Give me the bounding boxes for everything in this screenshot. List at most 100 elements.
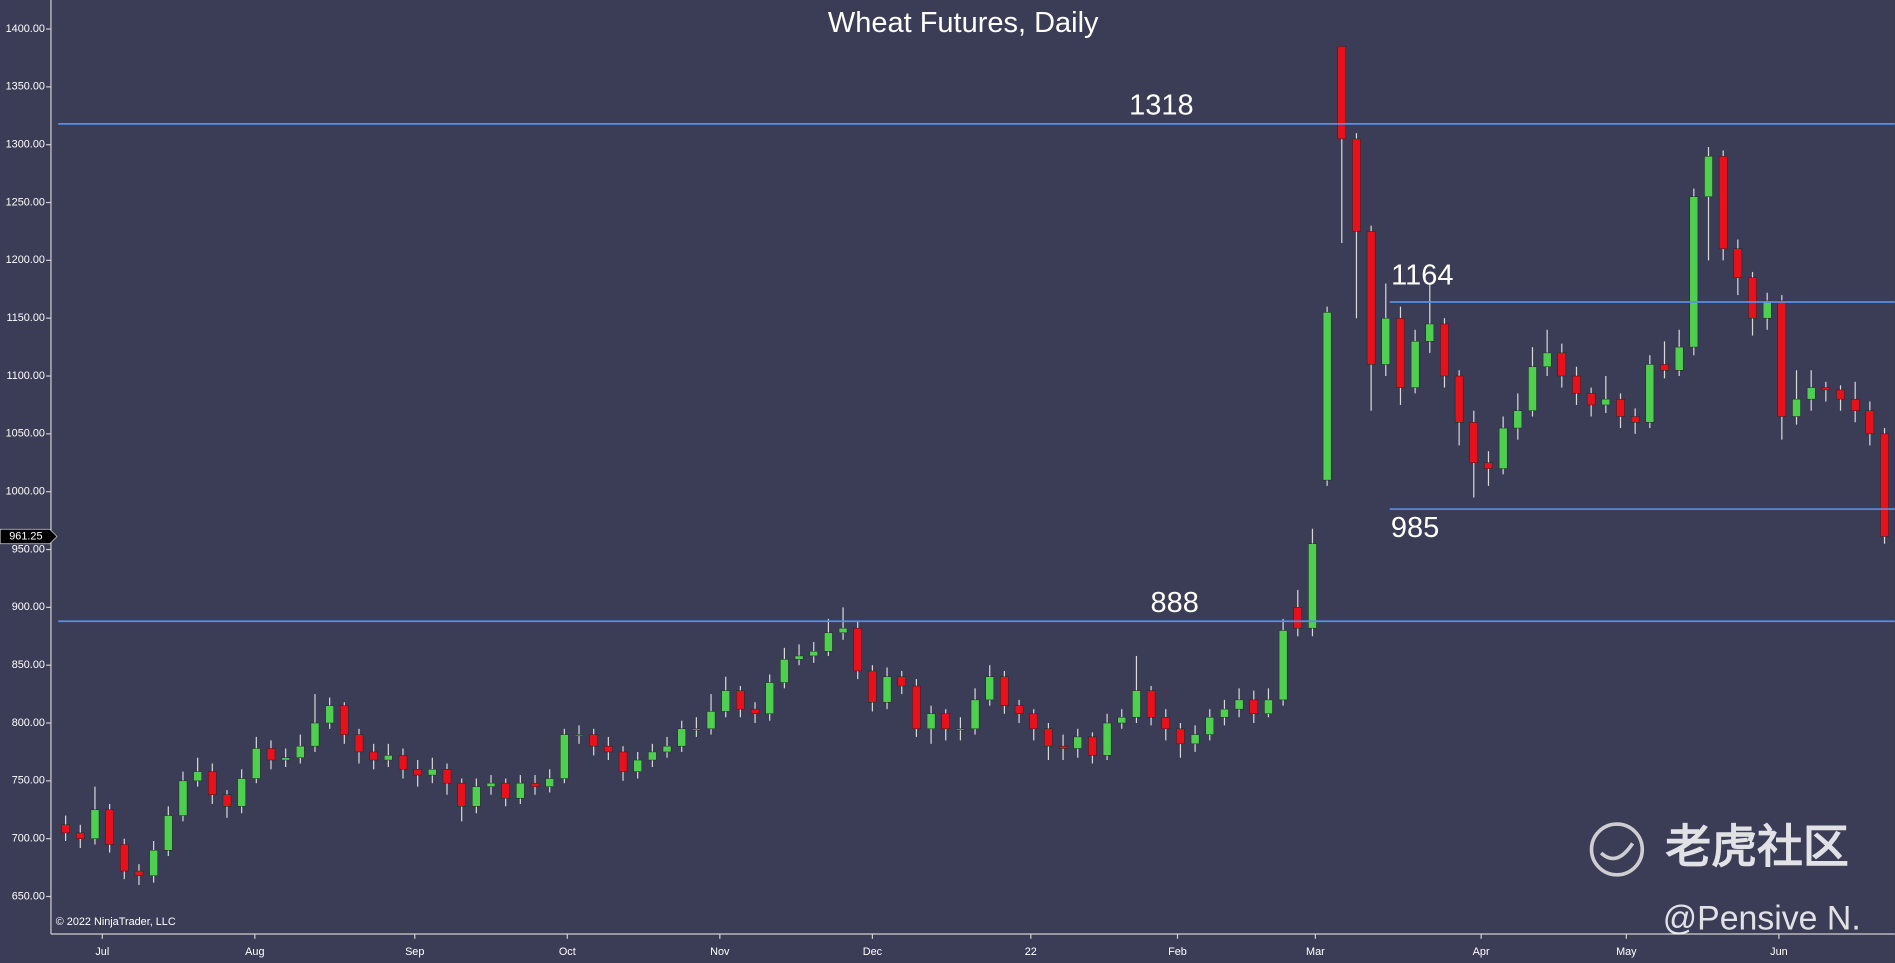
candle-body [76,832,85,839]
candle-body [1718,156,1728,250]
candle-body [750,708,760,715]
candle-body [1396,317,1405,388]
candle-body [516,782,525,799]
candle-body [1586,393,1596,406]
candle-body [1733,248,1743,278]
candle-body [208,771,217,795]
candle-body [1704,156,1713,197]
candle-body [912,685,921,730]
candle-body [926,713,936,730]
y-tick-label: 1400.00 [6,23,45,35]
candle-body [442,769,452,784]
candle-body [604,745,613,753]
candle-body [178,780,188,816]
candle-body [105,809,114,845]
candle-body [369,751,378,761]
last-price-tag [0,528,58,545]
x-tick-label: Aug [245,946,264,958]
candle-body [1117,717,1127,724]
candle-body [1425,323,1435,342]
candle-body [1821,387,1831,391]
candle-body [61,824,70,834]
candle-body [340,705,349,735]
candle-body [794,655,804,660]
candle-body [90,809,100,839]
candle-body [868,670,877,703]
candle-body [1205,717,1215,735]
candle-body [1601,398,1611,406]
candle-body [1440,323,1449,377]
candle-body [120,844,129,872]
candle-body [1293,607,1303,629]
candle-body [252,748,261,779]
x-tick-label: Oct [559,946,576,958]
candle-body [222,794,232,807]
candle-body [1542,352,1552,368]
x-tick-label: 22 [1025,946,1037,958]
candle-body [648,751,657,761]
candle-body [1337,46,1347,140]
y-tick-label: 1200.00 [6,254,45,266]
watermark-logo [1589,822,1645,877]
candle-body [1498,427,1508,469]
candle-body [164,815,173,851]
candle-body [1058,745,1068,749]
candle-body [384,755,393,761]
candle-body [1352,138,1361,232]
candle-body [1748,277,1757,319]
candle-body [457,782,466,807]
candle-body [472,786,481,807]
candle-body [1513,410,1523,429]
candle-body [956,728,965,731]
candle-body [193,771,202,782]
candle-body [1161,717,1171,730]
y-tick-label: 750.00 [12,775,45,787]
candle-body [1381,317,1391,365]
candle-body [882,676,892,703]
x-tick-label: Mar [1306,946,1325,958]
candle-body [486,782,496,787]
y-tick-label: 1050.00 [6,428,45,440]
candle-body [692,728,701,731]
y-tick-label: 1150.00 [6,312,44,324]
candle-body [1689,196,1699,348]
candle-body [1014,705,1024,715]
y-tick-label: 1350.00 [6,81,45,93]
x-tick-label: Sep [405,946,424,958]
y-tick-label: 850.00 [12,659,45,671]
y-tick-label: 1000.00 [6,486,45,498]
level-label: 1164 [1391,259,1453,291]
candle-body [1645,364,1655,423]
y-tick-label: 650.00 [12,890,45,902]
candle-body [1264,699,1273,715]
candle-body [1469,422,1479,464]
chart-title: Wheat Futures, Daily [828,7,1099,39]
copyright: © 2022 NinjaTrader, LLC [56,916,176,928]
candle-body [780,659,789,683]
candle-body [545,778,554,787]
candle-body [838,627,848,634]
y-tick-label: 1100.00 [6,370,44,382]
candle-body [1176,728,1185,745]
candle-body [281,757,290,761]
candle-body [721,690,730,712]
candle-body [736,690,745,710]
candle-body [1220,708,1229,718]
candle-body [560,734,569,779]
candle-body [985,676,995,701]
candle-body [501,782,510,799]
candle-body [1278,630,1288,701]
candle-body [677,728,686,747]
last-price-label: 961.25 [9,530,42,542]
candle-body [1088,736,1097,756]
candle-body [1777,300,1787,417]
candle-body [1249,699,1259,715]
candle-body [941,713,951,730]
candle-body [1850,398,1860,411]
x-tick-label: May [1616,946,1637,958]
level-label: 985 [1391,512,1439,544]
watermark-group: 老虎社区 @Pensive N. [1589,821,1861,938]
x-tick-label: Jun [1770,946,1788,958]
candle-body [1322,312,1332,481]
candle-body [574,734,584,737]
